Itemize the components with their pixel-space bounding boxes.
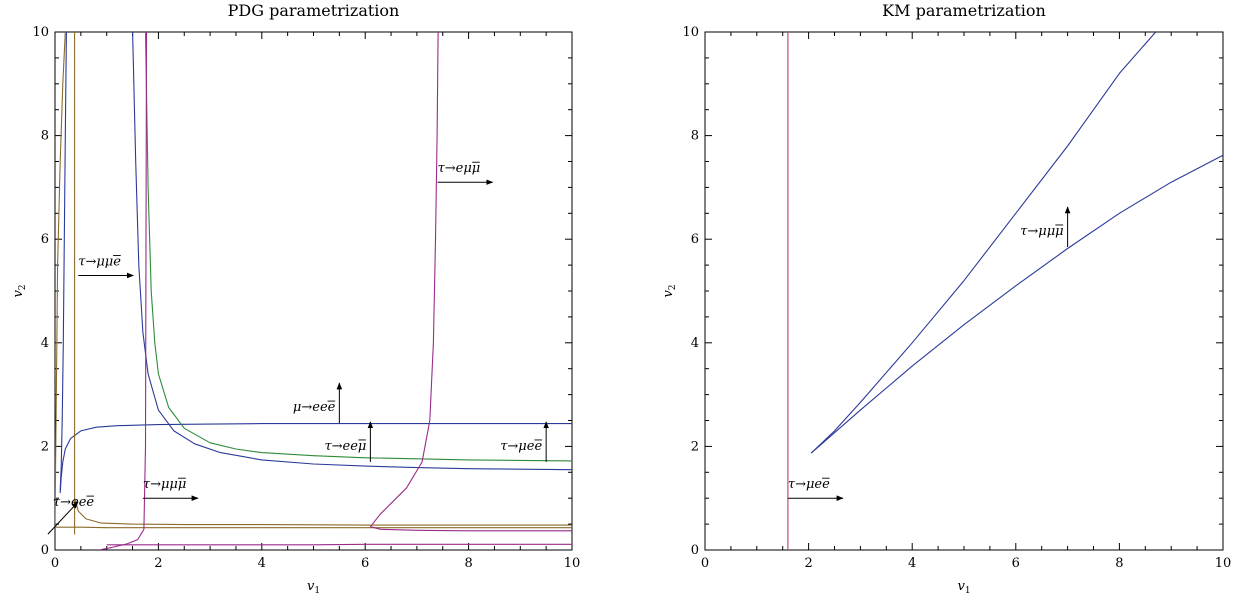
annotation-1: τ→eμμ [437,161,494,186]
series-line-1 [59,423,572,494]
x-tick-label: 4 [908,556,916,571]
y-tick-label: 8 [41,129,49,144]
annotation-2: τ→μμe [78,254,134,279]
annotation-2: τ→μee [787,477,844,502]
y-axis-label: v2 [11,284,28,297]
series-line-4 [144,32,572,462]
series-line-1 [810,32,1157,454]
annotation-label: τ→μee [500,439,542,454]
annotation-6: τ→eee [47,495,94,535]
x-tick-label: 10 [1215,556,1232,571]
y-tick-label: 0 [41,543,49,558]
series-group [55,32,572,550]
annotation-label: τ→μμμ [1020,224,1063,239]
chart-2: KM parametrization 0 2 4 6 8 10 0 2 4 6 8 10 v1 v2 τ→μμ… [661,1,1231,596]
y-tick-label: 10 [682,25,699,40]
annotation-1: τ→μμμ [1020,206,1071,247]
annotation-label: τ→μμμ [143,477,186,492]
series-line-2 [810,154,1223,454]
x-tick-label: 4 [258,556,266,571]
annotation-label: τ→eeμ [324,439,366,454]
chart-1: PDG parametrization 0 2 4 6 8 10 0 2 4 6 8 10 v1 v2 τ→e… [11,1,580,596]
y-tick-label: 0 [691,543,699,558]
y-axis-label-subscript: 2 [668,284,678,290]
x-tick-label: 8 [464,556,472,571]
y-tick-label: 4 [41,336,49,351]
series-line-3 [132,32,572,471]
x-tick-label: 2 [804,556,812,571]
x-tick-label: 6 [1012,556,1020,571]
series-line-10 [369,32,439,528]
y-tick-label: 6 [691,232,699,247]
y-tick-label: 2 [691,439,699,454]
series-line-8 [55,526,572,529]
plot-frame [54,31,573,551]
x-tick-label: 0 [701,556,709,571]
annotation-label: τ→eμμ [438,161,481,176]
series-line-9 [98,32,148,550]
series-line-5 [55,32,66,529]
plot-frame [704,31,1224,551]
x-axis-label: v1 [957,579,970,596]
y-tick-label: 4 [691,336,699,351]
x-axis-label-subscript: 1 [314,586,320,596]
series-line-11 [370,526,572,532]
y-tick-label: 2 [41,439,49,454]
x-tick-label: 6 [361,556,369,571]
annotation-3: μ→eee [293,382,343,424]
series-group [787,32,1223,550]
annotation-label: τ→eee [53,495,94,510]
x-axis-label-subscript: 1 [965,586,971,596]
x-tick-label: 0 [51,556,59,571]
y-tick-label: 6 [41,232,49,247]
x-axis-label: v1 [307,579,320,596]
chart-title: KM parametrization [882,1,1046,20]
x-tick-label: 8 [1115,556,1123,571]
annotation-4: τ→eeμ [324,421,374,462]
annotation-7: τ→μμμ [142,477,199,502]
annotation-5: τ→μee [500,421,549,462]
y-tick-label: 10 [32,25,49,40]
series-line-7 [74,498,572,526]
series-line-12 [106,543,572,546]
annotation-label: μ→eee [293,400,336,415]
x-tick-label: 2 [154,556,162,571]
series-line-2 [59,32,67,491]
x-tick-label: 10 [564,556,581,571]
y-tick-label: 8 [691,129,699,144]
annotation-label: τ→μee [788,477,830,492]
y-axis-label: v2 [661,284,678,297]
annotation-label: τ→μμe [78,254,121,269]
annotation-arrow [47,501,79,535]
y-axis-label-subscript: 2 [18,284,28,290]
chart-title: PDG parametrization [228,1,400,20]
